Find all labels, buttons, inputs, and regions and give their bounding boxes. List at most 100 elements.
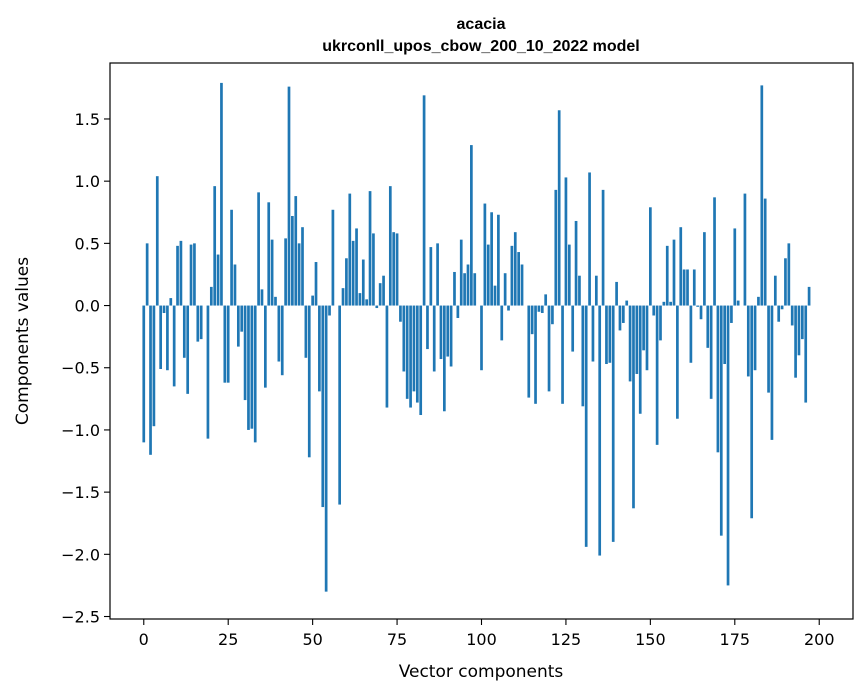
- bar-100: [480, 305, 483, 371]
- bar-107: [503, 273, 507, 306]
- bar-70: [378, 283, 382, 306]
- bar-56: [331, 209, 335, 306]
- bar-184: [763, 198, 767, 306]
- bar-34: [257, 192, 260, 306]
- bar-84: [426, 305, 429, 350]
- bar-192: [790, 305, 794, 326]
- bar-131: [584, 305, 588, 547]
- bar-166: [703, 232, 706, 306]
- bar-142: [621, 305, 625, 323]
- bar-105: [497, 214, 500, 306]
- bar-44: [291, 215, 294, 306]
- bar-48: [304, 305, 308, 358]
- bar-124: [561, 305, 564, 404]
- bar-14: [189, 244, 193, 306]
- y-tick-label: 1.5: [75, 110, 100, 129]
- y-tick-label: 1.0: [75, 172, 100, 191]
- bar-140: [615, 281, 618, 306]
- bar-161: [686, 269, 689, 306]
- bar-40: [277, 305, 281, 362]
- bar-111: [517, 252, 520, 306]
- bar-191: [787, 243, 791, 306]
- y-ticks-group: −2.5 −2.0 −1.5 −1.0 −0.5 0.0 0.5 1.0 1.5: [61, 110, 110, 627]
- bar-7: [166, 305, 169, 371]
- bar-61: [348, 193, 352, 306]
- bar-46: [297, 243, 301, 306]
- bar-50: [311, 295, 314, 306]
- x-tick-label: 200: [804, 630, 835, 649]
- bar-31: [247, 305, 250, 430]
- bar-88: [439, 305, 443, 360]
- bar-185: [767, 305, 770, 393]
- bar-45: [294, 196, 298, 306]
- bar-1: [145, 243, 149, 306]
- bar-167: [706, 305, 710, 348]
- bar-121: [551, 305, 554, 325]
- bar-194: [797, 305, 801, 356]
- bar-71: [382, 275, 385, 306]
- bar-68: [372, 233, 375, 306]
- bar-27: [233, 264, 237, 306]
- x-tick-label: 0: [139, 630, 149, 649]
- bar-80: [412, 305, 416, 392]
- bar-43: [287, 86, 291, 306]
- bar-4: [155, 176, 159, 306]
- bar-151: [652, 305, 656, 316]
- bar-164: [696, 305, 699, 307]
- bar-24: [223, 305, 227, 383]
- bar-110: [513, 232, 517, 306]
- bar-115: [530, 305, 534, 335]
- bar-19: [206, 305, 210, 439]
- bar-133: [591, 305, 595, 362]
- bar-23: [220, 82, 223, 306]
- bar-63: [355, 228, 358, 306]
- bar-114: [527, 305, 531, 398]
- bar-155: [665, 245, 669, 306]
- bar-32: [250, 305, 254, 429]
- bar-126: [567, 244, 571, 306]
- x-axis-label: Vector components: [399, 662, 564, 682]
- bar-95: [463, 273, 466, 306]
- bar-66: [365, 299, 369, 306]
- bar-75: [395, 233, 399, 306]
- bar-141: [618, 305, 622, 331]
- bar-172: [723, 305, 727, 365]
- bar-79: [409, 305, 412, 408]
- bar-187: [773, 275, 777, 306]
- y-tick-label: −1.5: [61, 483, 100, 502]
- bar-30: [243, 305, 247, 401]
- bar-9: [172, 305, 176, 387]
- y-axis-label: Components values: [13, 257, 33, 425]
- bar-137: [605, 305, 608, 365]
- bar-195: [800, 305, 804, 340]
- bar-106: [500, 305, 504, 341]
- bar-123: [557, 110, 561, 306]
- bar-13: [186, 305, 190, 394]
- bar-17: [199, 305, 203, 340]
- bar-91: [449, 305, 453, 367]
- y-tick-label: 0.5: [75, 234, 100, 253]
- bar-78: [405, 305, 409, 399]
- bar-54: [324, 305, 328, 592]
- bar-39: [274, 296, 277, 306]
- y-tick-label: −2.0: [61, 545, 100, 564]
- plot-area-frame: [109, 62, 854, 620]
- bar-72: [385, 305, 389, 408]
- bar-165: [699, 305, 703, 320]
- bar-162: [689, 305, 693, 363]
- bar-76: [399, 305, 402, 322]
- bar-3: [152, 305, 156, 427]
- bar-83: [422, 95, 426, 306]
- bar-197: [807, 286, 811, 306]
- bar-136: [601, 189, 605, 306]
- bar-188: [777, 305, 781, 322]
- bar-10: [176, 245, 179, 306]
- bar-139: [611, 305, 615, 542]
- bar-85: [429, 247, 433, 306]
- bar-41: [280, 305, 284, 376]
- x-tick-label: 50: [302, 630, 322, 649]
- bar-90: [446, 305, 450, 357]
- bar-153: [659, 305, 662, 341]
- bar-175: [733, 228, 737, 306]
- bar-65: [361, 259, 365, 306]
